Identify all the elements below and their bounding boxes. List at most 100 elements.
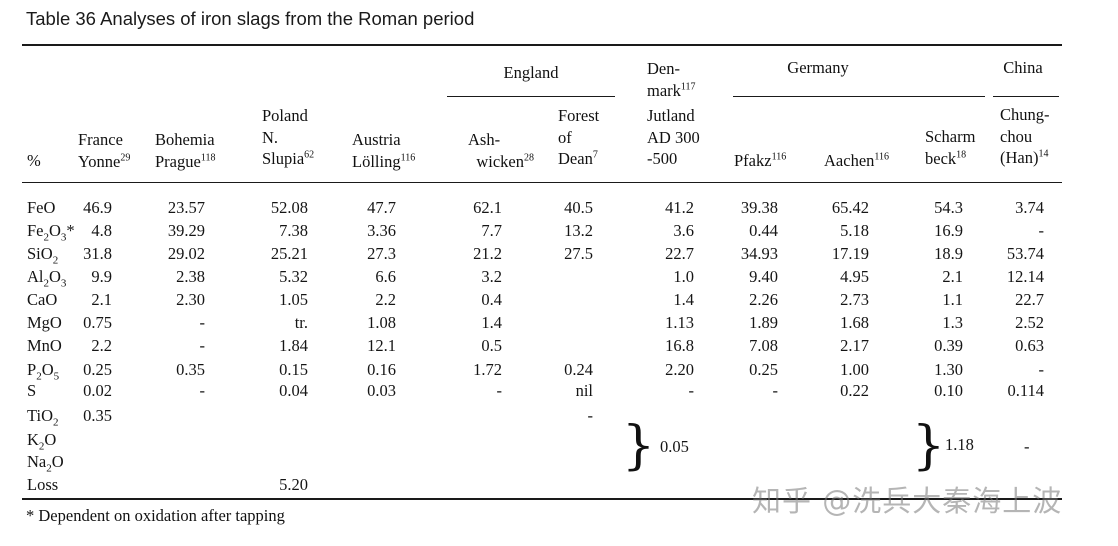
cell-chungchou: 0.63	[1015, 336, 1044, 355]
row-label-fe2o3: Fe2O3*	[27, 221, 75, 244]
cell-france: 2.1	[91, 290, 112, 309]
group-header-denmark: Den- mark117	[647, 59, 696, 100]
cell-k2o-na2o-china: -	[1024, 437, 1030, 456]
row-label-cao: CaO	[27, 290, 58, 309]
cell-ashwicken: 62.1	[473, 198, 502, 217]
cell-austria: 0.03	[367, 381, 396, 400]
cell-scharmbeck: 1.1	[942, 290, 963, 309]
england-group-rule	[447, 96, 615, 97]
cell-france: 4.8	[91, 221, 112, 240]
cell-chungchou: -	[1038, 360, 1045, 379]
group-header-england: England	[503, 63, 559, 82]
row-label-tio2: TiO2	[27, 406, 59, 429]
group-header-china: China	[1003, 58, 1043, 77]
row-label-mno: MnO	[27, 336, 62, 355]
cell-scharmbeck: 2.1	[942, 267, 963, 286]
cell-scharmbeck: 0.10	[934, 381, 963, 400]
cell-austria: 3.36	[367, 221, 396, 240]
cell-poland: 0.04	[279, 381, 308, 400]
row-label-k2o: K2O	[27, 430, 57, 453]
brace-scharmbeck: }	[912, 416, 946, 476]
cell-jutland: 3.6	[673, 221, 694, 240]
cell-chungchou: 2.52	[1015, 313, 1044, 332]
cell-scharmbeck: 1.30	[934, 360, 963, 379]
cell-france: 0.35	[83, 406, 112, 425]
cell-bohemia: 39.29	[167, 221, 205, 240]
cell-aachen: 65.42	[831, 198, 869, 217]
cell-bohemia: 29.02	[167, 244, 205, 263]
row-label-feo: FeO	[27, 198, 56, 217]
cell-aachen: 1.00	[840, 360, 869, 379]
cell-chungchou: 22.7	[1015, 290, 1044, 309]
cell-poland: 52.08	[270, 198, 308, 217]
cell-austria: 6.6	[375, 267, 396, 286]
cell-ashwicken: 0.5	[481, 336, 502, 355]
row-label-al2o3: Al2O3	[27, 267, 67, 290]
cell-poland: 5.20	[279, 475, 308, 494]
row-label-p2o5: P2O5	[27, 360, 60, 383]
cell-france: 31.8	[83, 244, 112, 263]
cell-chungchou: 0.114	[1007, 381, 1044, 400]
cell-bohemia: 23.57	[167, 198, 205, 217]
row-label-sio2: SiO2	[27, 244, 59, 267]
cell-poland: tr.	[294, 313, 308, 332]
footnote: * Dependent on oxidation after tapping	[26, 506, 285, 525]
cell-poland: 1.05	[279, 290, 308, 309]
cell-chungchou: 53.74	[1006, 244, 1044, 263]
cell-pfakz: 7.08	[749, 336, 778, 355]
col-header-bohemia: Bohemia Prague118	[155, 130, 216, 171]
cell-forest: -	[587, 406, 594, 425]
cell-pfakz: 2.26	[749, 290, 778, 309]
cell-france: 0.75	[83, 313, 112, 332]
china-group-rule	[993, 96, 1059, 97]
cell-ashwicken: 3.2	[481, 267, 502, 286]
col-header-poland: Poland N. Slupia62	[262, 106, 315, 168]
cell-austria: 0.16	[367, 360, 396, 379]
cell-k2o-na2o-denmark: 0.05	[660, 437, 689, 456]
cell-aachen: 2.73	[840, 290, 869, 309]
col-header-ashwicken: Ash- wicken28	[468, 130, 534, 171]
cell-jutland: 41.2	[665, 198, 694, 217]
cell-poland: 25.21	[270, 244, 308, 263]
cell-pfakz: -	[772, 381, 779, 400]
cell-pfakz: 34.93	[740, 244, 778, 263]
cell-forest: nil	[575, 381, 593, 400]
col-header-scharmbeck: Scharm beck18	[925, 127, 976, 168]
cell-poland: 1.84	[279, 336, 308, 355]
cell-pfakz: 1.89	[749, 313, 778, 332]
cell-bohemia: -	[199, 336, 206, 355]
cell-aachen: 1.68	[840, 313, 869, 332]
cell-scharmbeck: 16.9	[934, 221, 963, 240]
cell-bohemia: 2.38	[176, 267, 205, 286]
cell-scharmbeck: 1.3	[942, 313, 963, 332]
germany-group-rule	[733, 96, 985, 97]
cell-jutland: 1.13	[665, 313, 694, 332]
row-label-loss: Loss	[27, 475, 59, 494]
cell-jutland: -	[688, 381, 695, 400]
col-header-jutland: Jutland AD 300 -500	[647, 106, 700, 168]
table-caption: Table 36 Analyses of iron slags from the…	[26, 8, 475, 29]
group-header-germany: Germany	[787, 58, 849, 77]
col-header-forest-of-dean: Forest of Dean7	[558, 106, 600, 168]
cell-ashwicken: -	[496, 381, 503, 400]
cell-bohemia: 0.35	[176, 360, 205, 379]
cell-france: 46.9	[83, 198, 112, 217]
cell-aachen: 2.17	[840, 336, 869, 355]
cell-ashwicken: 0.4	[481, 290, 502, 309]
cell-poland: 0.15	[279, 360, 308, 379]
cell-aachen: 17.19	[831, 244, 869, 263]
cell-pfakz: 0.44	[749, 221, 778, 240]
col-header-aachen: Aachen116	[824, 151, 890, 170]
cell-aachen: 5.18	[840, 221, 869, 240]
cell-pfakz: 9.40	[749, 267, 778, 286]
cell-bohemia: -	[199, 313, 206, 332]
brace-denmark: }	[622, 416, 656, 476]
cell-pfakz: 0.25	[749, 360, 778, 379]
cell-poland: 7.38	[279, 221, 308, 240]
cell-scharmbeck: 0.39	[934, 336, 963, 355]
cell-austria: 27.3	[367, 244, 396, 263]
cell-france: 2.2	[91, 336, 112, 355]
cell-poland: 5.32	[279, 267, 308, 286]
cell-austria: 1.08	[367, 313, 396, 332]
cell-jutland: 1.0	[673, 267, 694, 286]
